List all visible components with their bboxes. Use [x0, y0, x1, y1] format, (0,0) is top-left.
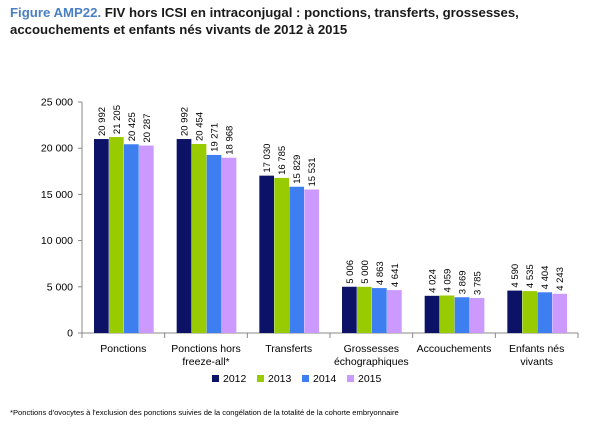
- data-label: 5 006: [345, 260, 356, 284]
- bar-2014: [289, 186, 305, 333]
- bar-2014: [124, 144, 139, 333]
- bar-2015: [139, 145, 154, 333]
- legend-swatch-2014: [302, 375, 309, 382]
- y-tick-label: 0: [67, 328, 73, 340]
- bar-2014: [454, 297, 470, 333]
- data-label: 4 243: [555, 267, 566, 291]
- bar-2013: [274, 177, 290, 333]
- figure-title-text: FIV hors ICSI en intraconjugal : ponctio…: [10, 5, 519, 37]
- x-category-label: Ponctions: [100, 343, 146, 355]
- y-tick-label: 10 000: [41, 235, 73, 247]
- data-label: 5 000: [360, 260, 371, 284]
- x-category-label: vivants: [520, 356, 553, 368]
- legend-swatch-2012: [212, 375, 219, 382]
- y-tick-label: 25 000: [41, 97, 73, 109]
- bar-2012: [94, 139, 109, 333]
- data-label: 20 287: [142, 113, 153, 142]
- bar-2014: [206, 154, 222, 333]
- bar-2015: [552, 293, 568, 333]
- bar-2012: [176, 139, 192, 333]
- data-label: 4 641: [390, 263, 401, 287]
- bar-2015: [304, 189, 320, 333]
- data-label: 20 992: [180, 107, 191, 136]
- bar-2012: [259, 175, 275, 333]
- data-label: 15 829: [292, 155, 303, 184]
- data-label: 20 992: [97, 107, 108, 136]
- y-tick-label: 20 000: [41, 143, 73, 155]
- bar-2012: [507, 290, 523, 333]
- y-tick-label: 5 000: [47, 281, 73, 293]
- figure-label: Figure AMP22.: [10, 5, 102, 20]
- bar-2015: [469, 298, 485, 333]
- bar-2015: [221, 157, 237, 333]
- bar-2013: [109, 137, 124, 333]
- bar-2012: [424, 295, 440, 333]
- bar-2014: [537, 292, 553, 333]
- legend-swatch-2013: [257, 375, 264, 382]
- bar-chart: 0 5 000 10 000 15 000 20 000 25 000 20 992 21 2…: [41, 97, 579, 385]
- data-label: 4 404: [540, 266, 551, 290]
- bar-2014: [372, 288, 387, 333]
- footnote: *Ponctions d'ovocytes à l'exclusion des …: [10, 408, 399, 417]
- chart-title: Figure AMP22. FIV hors ICSI en intraconj…: [10, 4, 585, 38]
- x-category-label: Grossesses: [344, 343, 399, 355]
- data-label: 4 535: [525, 264, 536, 288]
- y-tick-label: 15 000: [41, 189, 73, 201]
- x-category-label: freeze-all*: [182, 356, 229, 368]
- x-category-label: Enfants nés: [509, 343, 564, 355]
- legend-label: 2012: [223, 373, 247, 385]
- data-label: 20 425: [127, 112, 138, 141]
- legend-label: 2014: [313, 373, 337, 385]
- data-label: 4 024: [428, 269, 439, 293]
- x-category-label: échographiques: [334, 356, 409, 368]
- data-label: 19 271: [210, 123, 221, 152]
- data-label: 17 030: [262, 144, 273, 173]
- legend-swatch-2015: [347, 375, 354, 382]
- data-label: 4 059: [443, 269, 454, 293]
- data-label: 18 968: [225, 126, 236, 155]
- data-label: 21 205: [112, 105, 123, 134]
- data-label: 4 863: [375, 261, 386, 285]
- bar-2013: [357, 286, 372, 333]
- data-label: 15 531: [307, 157, 318, 186]
- bar-2015: [387, 290, 402, 333]
- bar-2013: [191, 144, 207, 333]
- data-label: 16 785: [277, 146, 288, 175]
- data-label: 3 785: [473, 271, 484, 295]
- data-label: 3 869: [458, 270, 469, 294]
- x-category-label: Transferts: [265, 343, 312, 355]
- data-label: 4 590: [510, 264, 521, 288]
- bar-2012: [342, 286, 357, 333]
- bar-2013: [522, 291, 538, 333]
- legend-label: 2015: [358, 373, 382, 385]
- x-category-label: Ponctions hors: [171, 343, 240, 355]
- x-category-label: Accouchements: [417, 343, 492, 355]
- legend-label: 2013: [268, 373, 292, 385]
- data-label: 20 454: [195, 112, 206, 141]
- bar-2013: [439, 295, 455, 333]
